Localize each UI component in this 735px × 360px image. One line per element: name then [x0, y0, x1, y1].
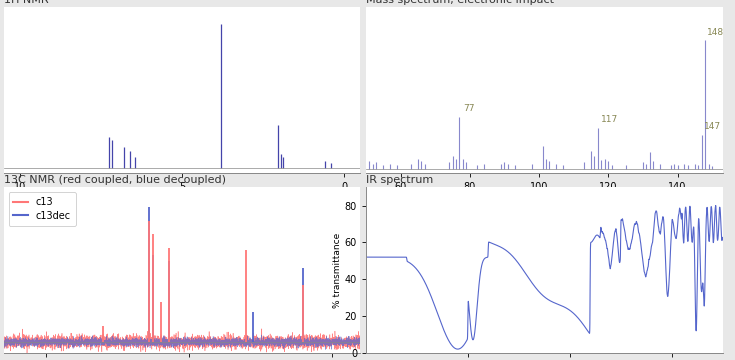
- X-axis label: δ (ppm): δ (ppm): [162, 193, 201, 203]
- Text: 117: 117: [601, 114, 619, 123]
- Y-axis label: % transmittance: % transmittance: [333, 232, 342, 308]
- Text: 148: 148: [707, 28, 724, 37]
- Legend: c13, c13dec: c13, c13dec: [9, 192, 76, 226]
- Text: Mass spectrum, electronic impact: Mass spectrum, electronic impact: [366, 0, 554, 5]
- Text: 147: 147: [703, 122, 720, 131]
- Text: 77: 77: [463, 104, 474, 113]
- Text: 1H NMR: 1H NMR: [4, 0, 49, 5]
- Text: 13C NMR (red coupled, blue decoupled): 13C NMR (red coupled, blue decoupled): [4, 175, 226, 185]
- X-axis label: m/z: m/z: [535, 193, 553, 203]
- Text: IR spectrum: IR spectrum: [366, 175, 433, 185]
